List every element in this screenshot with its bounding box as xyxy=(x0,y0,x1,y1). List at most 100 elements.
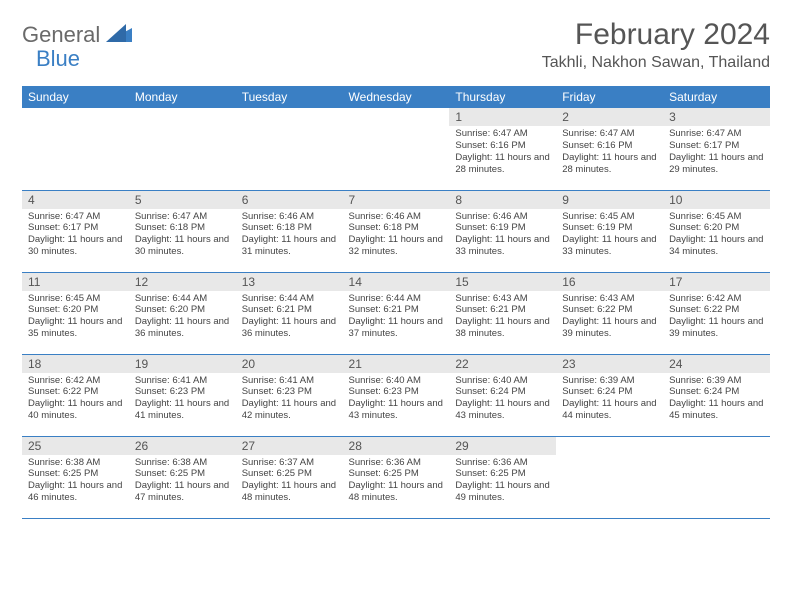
logo: General xyxy=(22,22,134,48)
sunrise-line: Sunrise: 6:46 AM xyxy=(242,211,337,223)
day-body: Sunrise: 6:44 AMSunset: 6:21 PMDaylight:… xyxy=(236,291,343,345)
daylight-line: Daylight: 11 hours and 39 minutes. xyxy=(669,316,764,340)
calendar-body: 1Sunrise: 6:47 AMSunset: 6:16 PMDaylight… xyxy=(22,108,770,518)
day-number: 4 xyxy=(22,191,129,209)
calendar-cell: 22Sunrise: 6:40 AMSunset: 6:24 PMDayligh… xyxy=(449,354,556,436)
day-number: 10 xyxy=(663,191,770,209)
day-number: 6 xyxy=(236,191,343,209)
sunrise-line: Sunrise: 6:44 AM xyxy=(242,293,337,305)
daylight-line: Daylight: 11 hours and 44 minutes. xyxy=(562,398,657,422)
day-number: 22 xyxy=(449,355,556,373)
day-number: 26 xyxy=(129,437,236,455)
day-number: 9 xyxy=(556,191,663,209)
calendar-cell: 9Sunrise: 6:45 AMSunset: 6:19 PMDaylight… xyxy=(556,190,663,272)
day-body: Sunrise: 6:47 AMSunset: 6:18 PMDaylight:… xyxy=(129,209,236,263)
day-body: Sunrise: 6:42 AMSunset: 6:22 PMDaylight:… xyxy=(22,373,129,427)
page: General February 2024 Takhli, Nakhon Saw… xyxy=(0,0,792,537)
calendar-cell: 12Sunrise: 6:44 AMSunset: 6:20 PMDayligh… xyxy=(129,272,236,354)
sunset-line: Sunset: 6:20 PM xyxy=(135,304,230,316)
daylight-line: Daylight: 11 hours and 30 minutes. xyxy=(28,234,123,258)
day-number: 28 xyxy=(343,437,450,455)
day-body: Sunrise: 6:47 AMSunset: 6:17 PMDaylight:… xyxy=(22,209,129,263)
day-header: Tuesday xyxy=(236,86,343,108)
sunrise-line: Sunrise: 6:43 AM xyxy=(455,293,550,305)
sunrise-line: Sunrise: 6:39 AM xyxy=(562,375,657,387)
day-body: Sunrise: 6:38 AMSunset: 6:25 PMDaylight:… xyxy=(129,455,236,509)
daylight-line: Daylight: 11 hours and 40 minutes. xyxy=(28,398,123,422)
calendar-cell: 6Sunrise: 6:46 AMSunset: 6:18 PMDaylight… xyxy=(236,190,343,272)
calendar-cell: 28Sunrise: 6:36 AMSunset: 6:25 PMDayligh… xyxy=(343,436,450,518)
sunset-line: Sunset: 6:21 PM xyxy=(349,304,444,316)
daylight-line: Daylight: 11 hours and 43 minutes. xyxy=(455,398,550,422)
day-number: 16 xyxy=(556,273,663,291)
sunset-line: Sunset: 6:18 PM xyxy=(242,222,337,234)
logo-word2: Blue xyxy=(36,46,80,71)
sunset-line: Sunset: 6:16 PM xyxy=(455,140,550,152)
day-body: Sunrise: 6:46 AMSunset: 6:19 PMDaylight:… xyxy=(449,209,556,263)
calendar-cell: 1Sunrise: 6:47 AMSunset: 6:16 PMDaylight… xyxy=(449,108,556,190)
day-body: Sunrise: 6:38 AMSunset: 6:25 PMDaylight:… xyxy=(22,455,129,509)
day-body: Sunrise: 6:44 AMSunset: 6:21 PMDaylight:… xyxy=(343,291,450,345)
calendar-cell: 3Sunrise: 6:47 AMSunset: 6:17 PMDaylight… xyxy=(663,108,770,190)
day-number: 1 xyxy=(449,108,556,126)
day-body: Sunrise: 6:39 AMSunset: 6:24 PMDaylight:… xyxy=(663,373,770,427)
day-body: Sunrise: 6:42 AMSunset: 6:22 PMDaylight:… xyxy=(663,291,770,345)
sunset-line: Sunset: 6:23 PM xyxy=(135,386,230,398)
day-body: Sunrise: 6:41 AMSunset: 6:23 PMDaylight:… xyxy=(129,373,236,427)
calendar-cell: 20Sunrise: 6:41 AMSunset: 6:23 PMDayligh… xyxy=(236,354,343,436)
calendar-cell: 18Sunrise: 6:42 AMSunset: 6:22 PMDayligh… xyxy=(22,354,129,436)
day-body: Sunrise: 6:47 AMSunset: 6:17 PMDaylight:… xyxy=(663,126,770,180)
day-body: Sunrise: 6:46 AMSunset: 6:18 PMDaylight:… xyxy=(236,209,343,263)
sunset-line: Sunset: 6:17 PM xyxy=(28,222,123,234)
day-header: Saturday xyxy=(663,86,770,108)
day-header: Thursday xyxy=(449,86,556,108)
day-number: 14 xyxy=(343,273,450,291)
sunrise-line: Sunrise: 6:41 AM xyxy=(135,375,230,387)
day-number: 11 xyxy=(22,273,129,291)
day-number: 15 xyxy=(449,273,556,291)
sunset-line: Sunset: 6:24 PM xyxy=(669,386,764,398)
sunrise-line: Sunrise: 6:40 AM xyxy=(455,375,550,387)
calendar-head: SundayMondayTuesdayWednesdayThursdayFrid… xyxy=(22,86,770,108)
sunrise-line: Sunrise: 6:36 AM xyxy=(455,457,550,469)
daylight-line: Daylight: 11 hours and 31 minutes. xyxy=(242,234,337,258)
sunrise-line: Sunrise: 6:42 AM xyxy=(669,293,764,305)
calendar-cell-empty xyxy=(236,108,343,190)
calendar-row: 25Sunrise: 6:38 AMSunset: 6:25 PMDayligh… xyxy=(22,436,770,518)
calendar-cell: 17Sunrise: 6:42 AMSunset: 6:22 PMDayligh… xyxy=(663,272,770,354)
sunset-line: Sunset: 6:23 PM xyxy=(349,386,444,398)
sunrise-line: Sunrise: 6:42 AM xyxy=(28,375,123,387)
daylight-line: Daylight: 11 hours and 38 minutes. xyxy=(455,316,550,340)
calendar-cell-empty xyxy=(343,108,450,190)
day-body: Sunrise: 6:40 AMSunset: 6:24 PMDaylight:… xyxy=(449,373,556,427)
calendar-cell-empty xyxy=(556,436,663,518)
sunset-line: Sunset: 6:18 PM xyxy=(135,222,230,234)
calendar-table: SundayMondayTuesdayWednesdayThursdayFrid… xyxy=(22,86,770,519)
sunrise-line: Sunrise: 6:46 AM xyxy=(349,211,444,223)
day-header: Friday xyxy=(556,86,663,108)
daylight-line: Daylight: 11 hours and 48 minutes. xyxy=(242,480,337,504)
day-number: 25 xyxy=(22,437,129,455)
calendar-cell: 23Sunrise: 6:39 AMSunset: 6:24 PMDayligh… xyxy=(556,354,663,436)
day-body: Sunrise: 6:47 AMSunset: 6:16 PMDaylight:… xyxy=(449,126,556,180)
sunrise-line: Sunrise: 6:47 AM xyxy=(28,211,123,223)
day-number: 29 xyxy=(449,437,556,455)
day-number: 19 xyxy=(129,355,236,373)
sunset-line: Sunset: 6:21 PM xyxy=(455,304,550,316)
calendar-cell: 27Sunrise: 6:37 AMSunset: 6:25 PMDayligh… xyxy=(236,436,343,518)
day-number: 17 xyxy=(663,273,770,291)
day-body: Sunrise: 6:40 AMSunset: 6:23 PMDaylight:… xyxy=(343,373,450,427)
calendar-cell: 29Sunrise: 6:36 AMSunset: 6:25 PMDayligh… xyxy=(449,436,556,518)
day-number: 24 xyxy=(663,355,770,373)
sunrise-line: Sunrise: 6:39 AM xyxy=(669,375,764,387)
day-number: 18 xyxy=(22,355,129,373)
day-number: 2 xyxy=(556,108,663,126)
sunrise-line: Sunrise: 6:45 AM xyxy=(669,211,764,223)
day-body: Sunrise: 6:37 AMSunset: 6:25 PMDaylight:… xyxy=(236,455,343,509)
month-title: February 2024 xyxy=(542,18,770,52)
sunset-line: Sunset: 6:25 PM xyxy=(28,468,123,480)
day-header: Sunday xyxy=(22,86,129,108)
day-header: Wednesday xyxy=(343,86,450,108)
sunset-line: Sunset: 6:22 PM xyxy=(562,304,657,316)
day-number: 8 xyxy=(449,191,556,209)
